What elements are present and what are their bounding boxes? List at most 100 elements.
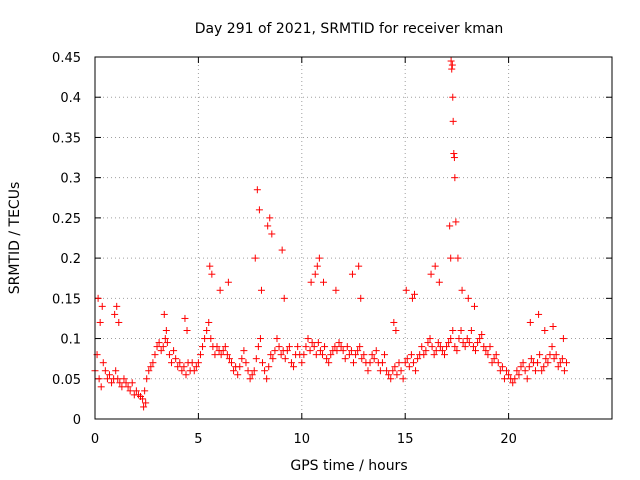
data-point (103, 375, 111, 383)
data-point (145, 367, 153, 375)
data-point (560, 367, 568, 375)
data-point (364, 367, 372, 375)
data-point (536, 351, 544, 359)
data-point (418, 343, 426, 351)
data-point (544, 359, 552, 367)
data-point (307, 278, 315, 286)
data-point (405, 363, 413, 371)
data-point (458, 286, 466, 294)
data-point (426, 335, 434, 343)
data-point (424, 339, 432, 347)
data-point (96, 318, 104, 326)
data-point (474, 339, 482, 347)
data-point (449, 327, 457, 335)
data-point (256, 335, 264, 343)
data-point (393, 371, 401, 379)
data-point (554, 363, 562, 371)
data-point (238, 355, 246, 363)
data-point (165, 351, 173, 359)
data-point (248, 371, 256, 379)
data-point (541, 327, 549, 335)
data-point (234, 371, 242, 379)
data-point (224, 278, 232, 286)
data-point (278, 246, 286, 254)
y-tick-label: 0.45 (52, 51, 81, 66)
data-point (431, 262, 439, 270)
data-point (236, 363, 244, 371)
data-point (308, 339, 316, 347)
data-point (341, 355, 349, 363)
data-point (259, 359, 267, 367)
data-point (372, 347, 380, 355)
data-point (395, 359, 403, 367)
data-point (486, 343, 494, 351)
data-point (488, 359, 496, 367)
data-point (142, 399, 150, 407)
data-point (392, 327, 400, 335)
data-point (432, 347, 440, 355)
data-point (275, 343, 283, 351)
data-point (253, 186, 261, 194)
data-point (403, 355, 411, 363)
data-point (174, 363, 182, 371)
y-axis-ticks: 0 0.05 0.1 0.15 0.2 0.25 0.3 0.35 0.4 0.45 (52, 51, 612, 428)
data-point (355, 262, 363, 270)
x-axis-label: GPS time / hours (290, 458, 407, 474)
data-point (139, 395, 147, 403)
data-point (261, 367, 269, 375)
data-point (163, 339, 171, 347)
data-point (376, 367, 384, 375)
data-point (266, 214, 274, 222)
data-point (190, 367, 198, 375)
data-point (251, 254, 259, 262)
data-point (427, 270, 435, 278)
data-point (517, 363, 525, 371)
data-point (140, 403, 148, 411)
data-point (332, 286, 340, 294)
data-point (490, 355, 498, 363)
data-point (318, 351, 326, 359)
data-point (155, 339, 163, 347)
data-point (277, 351, 285, 359)
data-point (360, 351, 368, 359)
data-point (252, 355, 260, 363)
data-point (478, 331, 486, 339)
data-point (160, 310, 168, 318)
data-point (352, 351, 360, 359)
data-point (446, 222, 454, 230)
data-point (448, 61, 456, 69)
data-point (484, 351, 492, 359)
data-point (538, 367, 546, 375)
data-point (454, 254, 462, 262)
data-point (558, 355, 566, 363)
data-point (333, 347, 341, 355)
data-point (94, 294, 102, 302)
data-point (347, 347, 355, 355)
data-point (188, 359, 196, 367)
data-point (304, 335, 312, 343)
data-point (542, 355, 550, 363)
data-point (498, 363, 506, 371)
data-point (216, 286, 224, 294)
data-point (211, 351, 219, 359)
data-point (409, 359, 417, 367)
y-tick-label: 0.3 (60, 172, 81, 187)
data-point (114, 375, 122, 383)
data-point (207, 335, 215, 343)
x-tick-label: 5 (194, 432, 202, 447)
data-point (254, 343, 262, 351)
data-point (300, 351, 308, 359)
data-point (513, 367, 521, 375)
data-point (335, 339, 343, 347)
data-point (312, 351, 320, 359)
data-point (378, 359, 386, 367)
data-point (492, 351, 500, 359)
data-point (451, 343, 459, 351)
data-point (263, 375, 271, 383)
data-point (500, 375, 508, 383)
data-point (290, 363, 298, 371)
data-point (221, 343, 229, 351)
data-point (271, 347, 279, 355)
y-tick-label: 0.1 (60, 333, 81, 348)
